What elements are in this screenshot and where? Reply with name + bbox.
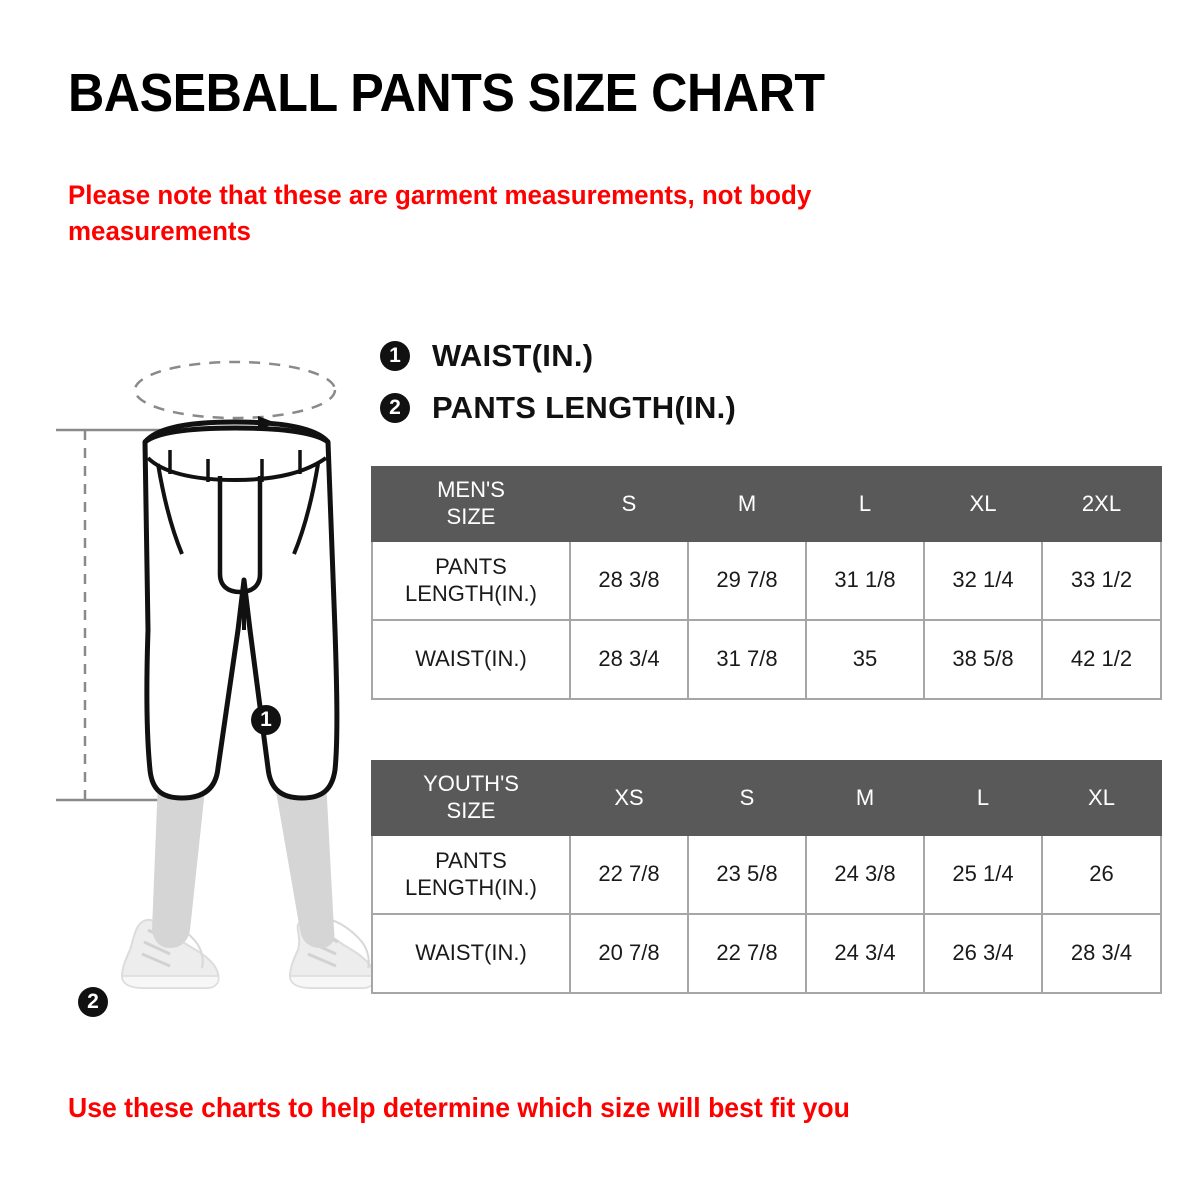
mens-length-m: 29 7/8 [687,540,807,621]
table-row: PANTS LENGTH(IN.) 22 7/8 23 5/8 24 3/8 2… [371,834,1162,915]
mens-waist-s: 28 3/4 [569,619,689,700]
youth-corner-header: YOUTH'S SIZE [371,760,571,836]
youth-corner-line1: YOUTH'S [423,771,519,797]
youth-col-header-m: M [805,760,925,836]
youth-size-table: YOUTH'S SIZE XS S M L XL PANTS LENGTH(IN… [371,760,1162,994]
mens-waist-xl: 38 5/8 [923,619,1043,700]
table-row: PANTS LENGTH(IN.) 28 3/8 29 7/8 31 1/8 3… [371,540,1162,621]
left-shoe-icon [120,917,220,989]
youth-waist-l: 26 3/4 [923,913,1043,994]
mens-row-label-waist: WAIST(IN.) [371,619,571,700]
youth-length-s: 23 5/8 [687,834,807,915]
mens-length-2xl: 33 1/2 [1041,540,1162,621]
measurement-legend: 1 WAIST(IN.) 2 PANTS LENGTH(IN.) [380,334,736,438]
mens-col-header-xl: XL [923,466,1043,542]
baseball-pants-illustration: 1 2 [30,330,380,1020]
mens-row-label-pants-length: PANTS LENGTH(IN.) [371,540,571,621]
pants-diagram-svg [56,360,376,989]
legend-label-waist: WAIST(IN.) [432,338,594,373]
mens-col-header-l: L [805,466,925,542]
youth-length-m: 24 3/8 [805,834,925,915]
youth-corner-line2: SIZE [446,798,496,823]
mens-waist-2xl: 42 1/2 [1041,619,1162,700]
youth-waist-xl: 28 3/4 [1041,913,1162,994]
youth-row0-label-line1: PANTS [435,848,507,874]
right-pocket-seam [292,463,320,555]
youth-row-label-waist: WAIST(IN.) [371,913,571,994]
mens-corner-line2: SIZE [446,504,496,529]
mens-length-xl: 32 1/4 [923,540,1043,621]
mens-size-table: MEN'S SIZE S M L XL 2XL PANTS LENGTH(IN.… [371,466,1162,700]
mens-col-header-s: S [569,466,689,542]
illustration-marker-length: 2 [78,987,108,1017]
mens-length-s: 28 3/8 [569,540,689,621]
fly-panel [217,476,263,595]
table-row: WAIST(IN.) 28 3/4 31 7/8 35 38 5/8 42 1/… [371,619,1162,700]
footer-note: Use these charts to help determine which… [68,1092,850,1123]
belt-loops [168,450,302,482]
youth-length-xl: 26 [1041,834,1162,915]
pants-outline [142,425,340,801]
youth-length-xs: 22 7/8 [569,834,689,915]
left-sock [152,780,206,948]
waistband-top [143,419,330,444]
youth-waist-s: 22 7/8 [687,913,807,994]
mens-corner-header: MEN'S SIZE [371,466,571,542]
youth-waist-xs: 20 7/8 [569,913,689,994]
marker-one-icon: 1 [380,341,410,371]
mens-length-l: 31 1/8 [805,540,925,621]
mens-waist-l: 35 [805,619,925,700]
page-title: BASEBALL PANTS SIZE CHART [68,63,825,123]
marker-two-icon: 2 [380,393,410,423]
mens-row0-label-line1: PANTS [435,554,507,580]
waistband-bottom [146,456,328,483]
youth-waist-m: 24 3/4 [805,913,925,994]
legend-label-pants-length: PANTS LENGTH(IN.) [432,390,737,425]
left-pocket-seam [156,463,184,555]
right-sock [274,780,335,948]
waist-measure-ellipse [133,360,337,420]
garment-measurement-note: Please note that these are garment measu… [68,180,812,246]
youth-row-label-pants-length: PANTS LENGTH(IN.) [371,834,571,915]
youth-length-l: 25 1/4 [923,834,1043,915]
mens-table-header-row: MEN'S SIZE S M L XL 2XL [371,466,1162,542]
mens-col-header-2xl: 2XL [1041,466,1162,542]
youth-col-header-xs: XS [569,760,689,836]
youth-col-header-s: S [687,760,807,836]
mens-col-header-m: M [687,466,807,542]
mens-waist-m: 31 7/8 [687,619,807,700]
legend-item-waist: 1 WAIST(IN.) [380,334,736,378]
youth-row0-label-line2: LENGTH(IN.) [405,874,537,900]
legend-item-pants-length: 2 PANTS LENGTH(IN.) [380,386,736,430]
youth-col-header-xl: XL [1041,760,1162,836]
mens-row0-label-line2: LENGTH(IN.) [405,580,537,606]
youth-col-header-l: L [923,760,1043,836]
illustration-marker-waist: 1 [251,705,281,735]
youth-table-header-row: YOUTH'S SIZE XS S M L XL [371,760,1162,836]
table-row: WAIST(IN.) 20 7/8 22 7/8 24 3/4 26 3/4 2… [371,913,1162,994]
mens-corner-line1: MEN'S [437,477,505,503]
